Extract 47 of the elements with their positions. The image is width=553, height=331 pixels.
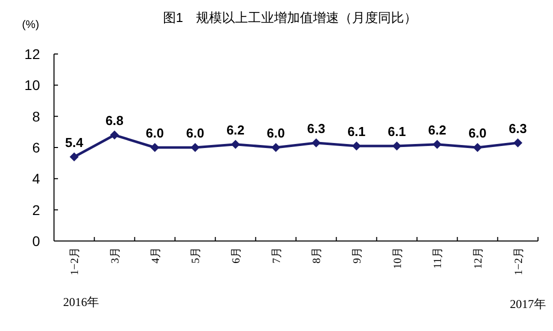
point: [473, 143, 482, 152]
x-tick-label: 3月: [110, 247, 122, 264]
text: 2016年: [63, 295, 100, 309]
x-tick-label: 11月: [432, 247, 444, 269]
chart-title: 图1 规模以上工业增加值增速（月度同比）: [162, 10, 418, 25]
data-label: 6.0: [146, 126, 164, 140]
x-tick-label: 4月: [150, 247, 162, 264]
point: [352, 141, 361, 150]
data-label: 6.3: [508, 120, 527, 136]
data-label: 6.0: [186, 126, 204, 140]
data-label: 6.8: [105, 113, 124, 128]
data-label: 6.2: [428, 122, 446, 138]
x-tick-label: 8月: [311, 247, 324, 264]
y-tick-label: 10: [24, 77, 40, 94]
point: [231, 140, 240, 149]
data-label: 6.3: [307, 120, 326, 136]
text: 2017年: [510, 297, 546, 311]
x-tick-label: 1−2月: [512, 247, 525, 276]
point: [70, 152, 79, 162]
point: [392, 141, 402, 150]
point: [312, 138, 321, 148]
x-tick-label: 10月: [392, 247, 404, 269]
y-tick-label: 4: [32, 170, 40, 187]
y-axis-title: (%): [22, 19, 40, 31]
data-label: 6.2: [226, 122, 245, 138]
y-tick-label: 6: [32, 140, 40, 156]
data-label: 6.0: [266, 126, 285, 140]
data-label: 6.1: [347, 124, 366, 139]
point: [432, 140, 442, 149]
y-tick-label: 2: [32, 202, 40, 218]
x-tick-label: 9月: [352, 247, 364, 264]
data-label: 6.0: [468, 126, 487, 140]
point: [513, 138, 522, 148]
point: [190, 143, 200, 152]
y-tick-label: 0: [32, 233, 40, 249]
data-label: 5.4: [65, 134, 84, 150]
point: [150, 143, 160, 152]
point: [271, 143, 280, 152]
point: [110, 130, 119, 140]
y-tick-label: 12: [24, 46, 40, 62]
x-tick-label: 6月: [230, 247, 242, 264]
data-label: 6.1: [388, 124, 406, 139]
x-tick-label: 5月: [190, 247, 202, 264]
x-tick-label: 1−2月: [69, 247, 82, 276]
x-tick-label: 7月: [270, 247, 283, 264]
x-tick-label: 12月: [472, 247, 484, 269]
y-tick-label: 8: [32, 108, 40, 124]
